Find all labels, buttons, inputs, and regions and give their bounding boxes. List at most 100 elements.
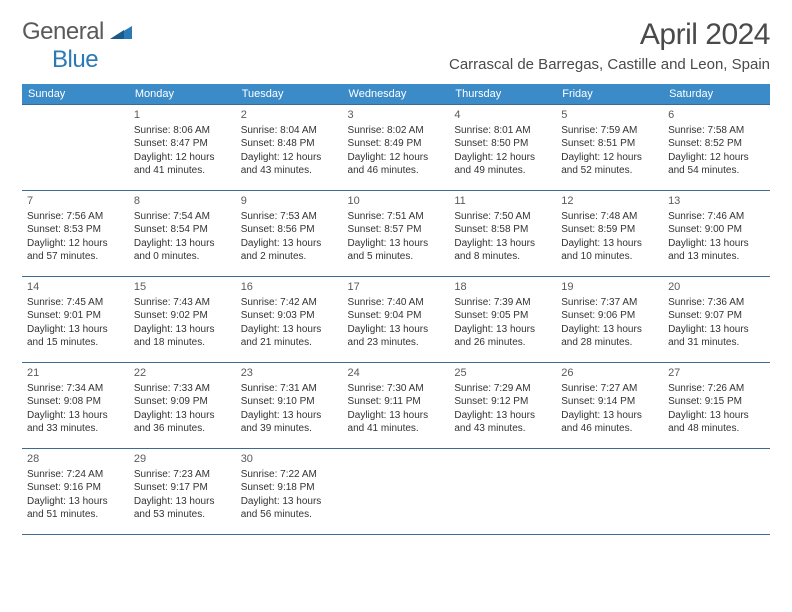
- cell-line-d2: and 51 minutes.: [27, 508, 124, 522]
- cell-line-sr: Sunrise: 7:39 AM: [454, 296, 551, 310]
- cell-line-ss: Sunset: 9:09 PM: [134, 395, 231, 409]
- cell-line-d1: Daylight: 13 hours: [668, 237, 765, 251]
- cell-line-d2: and 56 minutes.: [241, 508, 338, 522]
- cell-line-d1: Daylight: 13 hours: [134, 409, 231, 423]
- day-number: 15: [134, 280, 231, 295]
- day-number: 17: [348, 280, 445, 295]
- page-header: General Blue April 2024 Carrascal de Bar…: [22, 18, 770, 74]
- day-number: 6: [668, 108, 765, 123]
- cell-line-ss: Sunset: 9:18 PM: [241, 481, 338, 495]
- cell-line-d2: and 5 minutes.: [348, 250, 445, 264]
- calendar-cell: 24Sunrise: 7:30 AMSunset: 9:11 PMDayligh…: [343, 363, 450, 449]
- cell-line-sr: Sunrise: 7:24 AM: [27, 468, 124, 482]
- cell-line-d1: Daylight: 13 hours: [561, 409, 658, 423]
- cell-line-d1: Daylight: 13 hours: [241, 409, 338, 423]
- calendar-cell: 16Sunrise: 7:42 AMSunset: 9:03 PMDayligh…: [236, 277, 343, 363]
- calendar-cell: 21Sunrise: 7:34 AMSunset: 9:08 PMDayligh…: [22, 363, 129, 449]
- cell-line-ss: Sunset: 8:47 PM: [134, 137, 231, 151]
- cell-line-ss: Sunset: 8:53 PM: [27, 223, 124, 237]
- calendar-row: 21Sunrise: 7:34 AMSunset: 9:08 PMDayligh…: [22, 363, 770, 449]
- logo-triangle-icon: [110, 23, 132, 44]
- cell-line-sr: Sunrise: 8:06 AM: [134, 124, 231, 138]
- day-number: 19: [561, 280, 658, 295]
- cell-line-d1: Daylight: 13 hours: [668, 409, 765, 423]
- cell-line-d1: Daylight: 13 hours: [27, 323, 124, 337]
- day-number: 5: [561, 108, 658, 123]
- cell-line-ss: Sunset: 9:00 PM: [668, 223, 765, 237]
- cell-line-ss: Sunset: 9:14 PM: [561, 395, 658, 409]
- cell-line-sr: Sunrise: 7:46 AM: [668, 210, 765, 224]
- day-header-row: Sunday Monday Tuesday Wednesday Thursday…: [22, 84, 770, 105]
- cell-line-sr: Sunrise: 7:37 AM: [561, 296, 658, 310]
- cell-line-sr: Sunrise: 7:53 AM: [241, 210, 338, 224]
- cell-line-d2: and 39 minutes.: [241, 422, 338, 436]
- calendar-cell: 4Sunrise: 8:01 AMSunset: 8:50 PMDaylight…: [449, 105, 556, 191]
- calendar-cell: 17Sunrise: 7:40 AMSunset: 9:04 PMDayligh…: [343, 277, 450, 363]
- day-number: 16: [241, 280, 338, 295]
- col-sunday: Sunday: [22, 84, 129, 105]
- calendar-cell: 22Sunrise: 7:33 AMSunset: 9:09 PMDayligh…: [129, 363, 236, 449]
- cell-line-ss: Sunset: 8:49 PM: [348, 137, 445, 151]
- calendar-cell: 9Sunrise: 7:53 AMSunset: 8:56 PMDaylight…: [236, 191, 343, 277]
- calendar-cell: 2Sunrise: 8:04 AMSunset: 8:48 PMDaylight…: [236, 105, 343, 191]
- cell-line-ss: Sunset: 9:16 PM: [27, 481, 124, 495]
- cell-line-d1: Daylight: 13 hours: [134, 237, 231, 251]
- cell-line-ss: Sunset: 8:50 PM: [454, 137, 551, 151]
- calendar-cell: 13Sunrise: 7:46 AMSunset: 9:00 PMDayligh…: [663, 191, 770, 277]
- logo: General Blue: [22, 18, 132, 74]
- day-number: 30: [241, 452, 338, 467]
- cell-line-ss: Sunset: 9:04 PM: [348, 309, 445, 323]
- cell-line-sr: Sunrise: 7:22 AM: [241, 468, 338, 482]
- cell-line-sr: Sunrise: 7:56 AM: [27, 210, 124, 224]
- cell-line-ss: Sunset: 9:12 PM: [454, 395, 551, 409]
- calendar-table: Sunday Monday Tuesday Wednesday Thursday…: [22, 84, 770, 535]
- calendar-cell: 12Sunrise: 7:48 AMSunset: 8:59 PMDayligh…: [556, 191, 663, 277]
- cell-line-d2: and 23 minutes.: [348, 336, 445, 350]
- cell-line-ss: Sunset: 9:07 PM: [668, 309, 765, 323]
- col-tuesday: Tuesday: [236, 84, 343, 105]
- cell-line-sr: Sunrise: 7:29 AM: [454, 382, 551, 396]
- calendar-cell: 15Sunrise: 7:43 AMSunset: 9:02 PMDayligh…: [129, 277, 236, 363]
- day-number: 1: [134, 108, 231, 123]
- cell-line-sr: Sunrise: 7:45 AM: [27, 296, 124, 310]
- cell-line-d1: Daylight: 13 hours: [668, 323, 765, 337]
- logo-text-general: General: [22, 18, 104, 45]
- day-number: 25: [454, 366, 551, 381]
- day-number: 21: [27, 366, 124, 381]
- cell-line-sr: Sunrise: 8:02 AM: [348, 124, 445, 138]
- col-thursday: Thursday: [449, 84, 556, 105]
- cell-line-ss: Sunset: 8:48 PM: [241, 137, 338, 151]
- cell-line-d1: Daylight: 13 hours: [454, 237, 551, 251]
- calendar-row: 14Sunrise: 7:45 AMSunset: 9:01 PMDayligh…: [22, 277, 770, 363]
- cell-line-ss: Sunset: 9:01 PM: [27, 309, 124, 323]
- cell-line-d1: Daylight: 13 hours: [348, 409, 445, 423]
- cell-line-d2: and 0 minutes.: [134, 250, 231, 264]
- cell-line-sr: Sunrise: 7:43 AM: [134, 296, 231, 310]
- cell-line-d1: Daylight: 13 hours: [348, 323, 445, 337]
- cell-line-d1: Daylight: 13 hours: [241, 323, 338, 337]
- cell-line-sr: Sunrise: 7:58 AM: [668, 124, 765, 138]
- cell-line-ss: Sunset: 8:54 PM: [134, 223, 231, 237]
- cell-line-d2: and 8 minutes.: [454, 250, 551, 264]
- day-number: 22: [134, 366, 231, 381]
- cell-line-ss: Sunset: 9:02 PM: [134, 309, 231, 323]
- cell-line-sr: Sunrise: 7:30 AM: [348, 382, 445, 396]
- cell-line-ss: Sunset: 9:05 PM: [454, 309, 551, 323]
- calendar-cell: 23Sunrise: 7:31 AMSunset: 9:10 PMDayligh…: [236, 363, 343, 449]
- day-number: 18: [454, 280, 551, 295]
- cell-line-d1: Daylight: 12 hours: [27, 237, 124, 251]
- cell-line-ss: Sunset: 9:06 PM: [561, 309, 658, 323]
- cell-line-sr: Sunrise: 7:34 AM: [27, 382, 124, 396]
- cell-line-d2: and 21 minutes.: [241, 336, 338, 350]
- cell-line-d2: and 18 minutes.: [134, 336, 231, 350]
- cell-line-d2: and 52 minutes.: [561, 164, 658, 178]
- cell-line-sr: Sunrise: 7:51 AM: [348, 210, 445, 224]
- cell-line-d1: Daylight: 13 hours: [454, 323, 551, 337]
- cell-line-d1: Daylight: 12 hours: [348, 151, 445, 165]
- calendar-cell: 20Sunrise: 7:36 AMSunset: 9:07 PMDayligh…: [663, 277, 770, 363]
- calendar-row: 28Sunrise: 7:24 AMSunset: 9:16 PMDayligh…: [22, 449, 770, 535]
- calendar-row: 1Sunrise: 8:06 AMSunset: 8:47 PM Daylight…: [22, 105, 770, 191]
- cell-line-sr: Sunrise: 7:50 AM: [454, 210, 551, 224]
- col-wednesday: Wednesday: [343, 84, 450, 105]
- cell-line-ss: Sunset: 8:56 PM: [241, 223, 338, 237]
